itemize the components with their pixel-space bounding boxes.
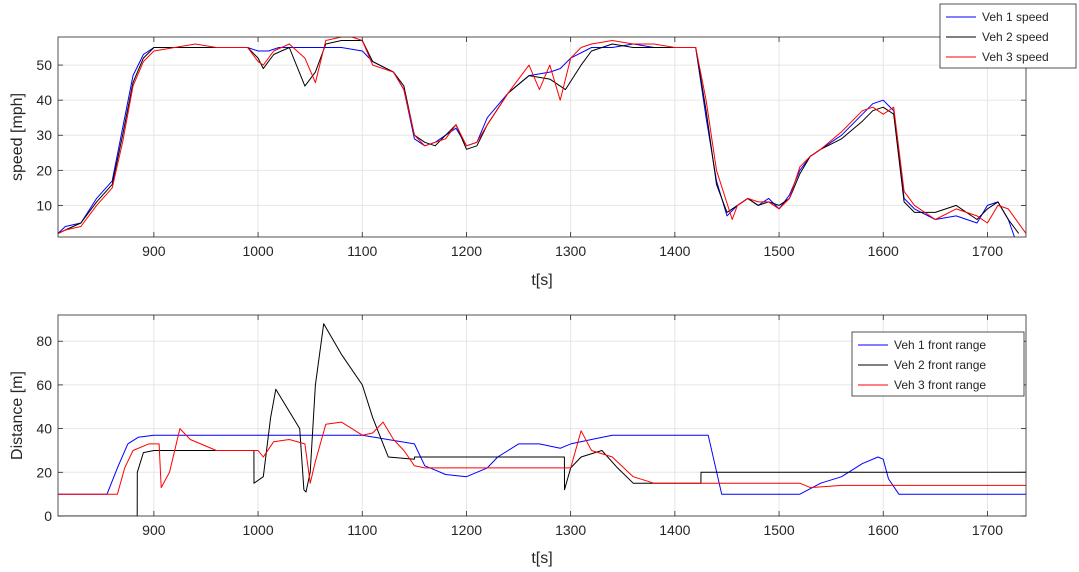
- series-line-veh-3: [58, 37, 1026, 234]
- y-axis-label: Distance [m]: [9, 371, 26, 460]
- y-tick-label: 20: [36, 464, 52, 480]
- axes-box: [57, 314, 1027, 517]
- legend-entry: Veh 1 front range: [894, 338, 986, 352]
- x-tick-label: 1300: [555, 243, 586, 259]
- series-line-veh-1: [58, 434, 1026, 495]
- x-tick-label: 1000: [242, 243, 273, 259]
- series-line-veh-2: [58, 40, 1020, 234]
- x-tick-label: 1700: [972, 243, 1003, 259]
- x-tick-label: 1400: [659, 522, 690, 538]
- speed-chart: 900 1000 1100 1200 1300 1400 1500 1600 1700 10 20 3…: [9, 3, 1077, 289]
- x-tick-label: 1500: [763, 243, 794, 259]
- x-tick-label: 1300: [555, 522, 586, 538]
- x-axis-label: t[s]: [531, 272, 552, 289]
- x-tick-label: 1200: [451, 243, 482, 259]
- y-tick-label: 20: [36, 162, 52, 178]
- legend-entry: Veh 3 front range: [894, 378, 986, 392]
- y-axis-label: speed [mph]: [9, 93, 26, 181]
- x-tick-label: 1000: [242, 522, 273, 538]
- legend-entry: Veh 2 front range: [894, 358, 986, 372]
- y-tick-label: 40: [36, 92, 52, 108]
- y-tick-label: 40: [36, 421, 52, 437]
- x-tick-label: 1500: [763, 522, 794, 538]
- x-tick-label: 1600: [868, 243, 899, 259]
- plot-area: [58, 37, 1026, 237]
- legend-entry: Veh 1 speed: [982, 10, 1049, 24]
- y-tick-label: 50: [36, 57, 52, 73]
- x-tick-label: 1200: [451, 522, 482, 538]
- series-group: [58, 37, 1026, 237]
- distance-chart: 900 1000 1100 1200 1300 1400 1500 1600 1700 0 20 40…: [9, 314, 1027, 567]
- x-tick-label: 1400: [659, 243, 690, 259]
- axes-box: [57, 36, 1027, 238]
- legend-entry: Veh 3 speed: [982, 50, 1049, 64]
- y-tick-label: 80: [36, 333, 52, 349]
- y-tick-label: 0: [44, 508, 52, 524]
- x-tick-label: 1700: [972, 522, 1003, 538]
- x-tick-label: 900: [142, 522, 166, 538]
- legend-entry: Veh 2 speed: [982, 30, 1049, 44]
- x-tick-label: 1600: [868, 522, 899, 538]
- x-axis-label: t[s]: [531, 550, 552, 567]
- y-tick-label: 10: [36, 197, 52, 213]
- series-group: [58, 323, 1026, 516]
- x-tick-label: 1100: [347, 522, 377, 538]
- y-tick-label: 30: [36, 127, 52, 143]
- y-tick-label: 60: [36, 377, 52, 393]
- series-line-veh-3: [58, 421, 1026, 495]
- x-tick-label: 900: [142, 243, 166, 259]
- x-tick-label: 1100: [347, 243, 377, 259]
- series-line-veh-2: [58, 323, 1026, 516]
